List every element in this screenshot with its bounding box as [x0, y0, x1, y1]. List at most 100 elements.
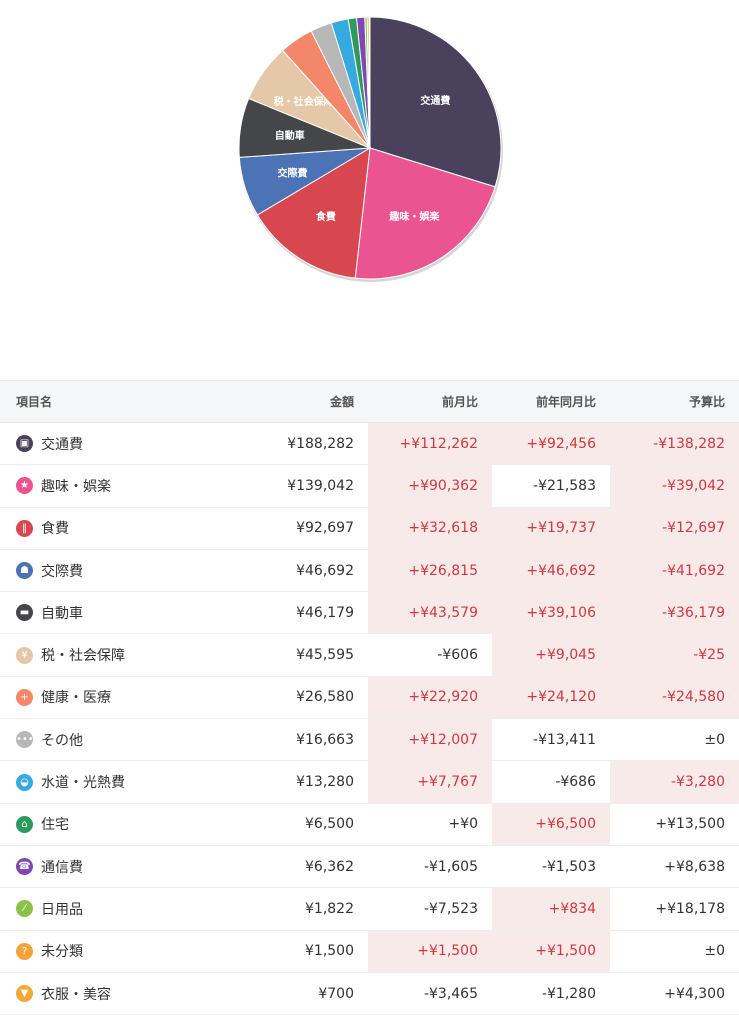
header-amount[interactable]: 金額: [228, 380, 368, 423]
budget-cell: +¥18,178: [610, 887, 739, 931]
table-row[interactable]: ? 未分類 ¥1,500 +¥1,500 +¥1,500 ±0: [0, 930, 739, 973]
dots-icon: •••: [16, 731, 34, 749]
category-label[interactable]: 税・社会保障: [41, 648, 125, 665]
amount-cell: ¥16,663: [228, 718, 368, 762]
category-cell[interactable]: ⁄ 日用品: [0, 887, 228, 931]
pie-slice[interactable]: [256, 147, 371, 279]
category-label[interactable]: 住宅: [41, 817, 69, 834]
budget-cell: -¥36,179: [610, 591, 739, 635]
category-label[interactable]: 交通費: [41, 436, 83, 453]
budget-cell: +¥13,500: [610, 803, 739, 846]
pie-slice-label: 交際費: [277, 166, 307, 179]
table-row[interactable]: ★ 趣味・娯楽 ¥139,042 +¥90,362 -¥21,583 -¥39,042: [0, 464, 739, 508]
fork-knife-icon: ‖: [16, 519, 33, 537]
budget-cell: -¥24,580: [610, 676, 739, 720]
table-row[interactable]: ••• その他 ¥16,663 +¥12,007 -¥13,411 ±0: [0, 718, 739, 762]
pie-slice[interactable]: [354, 147, 496, 280]
expense-pie-chart: 交通費 趣味・娯楽 食費 交際費 自動車 税・社会保障: [0, 0, 739, 300]
table-row[interactable]: ⁄ 日用品 ¥1,822 -¥7,523 +¥834 +¥18,178: [0, 887, 739, 931]
amount-cell: ¥700: [228, 972, 368, 1016]
budget-cell: -¥12,697: [610, 507, 739, 550]
category-label[interactable]: 未分類: [41, 944, 83, 961]
budget-cell: -¥41,692: [610, 549, 739, 593]
budget-cell: ±0: [610, 930, 739, 973]
category-cell[interactable]: ¥ 税・社会保障: [0, 633, 228, 677]
table-body: ▣ 交通費 ¥188,282 +¥112,262 +¥92,456 -¥138,282 ★ 趣…: [0, 422, 739, 1016]
category-label[interactable]: 健康・医療: [41, 690, 111, 707]
category-label[interactable]: 趣味・娯楽: [41, 478, 111, 495]
category-cell[interactable]: ◒ 水道・光熱費: [0, 760, 228, 804]
phone-icon: ☎: [16, 858, 33, 876]
category-label[interactable]: 日用品: [41, 901, 83, 918]
pie-slice[interactable]: [368, 16, 371, 149]
table-row[interactable]: ☎ 通信費 ¥6,362 -¥1,605 -¥1,503 +¥8,638: [0, 845, 739, 889]
category-cell[interactable]: ▼ 衣服・美容: [0, 972, 228, 1016]
prev-year-cell: -¥1,503: [492, 845, 610, 889]
prev-year-cell: -¥21,583: [492, 464, 610, 508]
budget-cell: -¥138,282: [610, 422, 739, 466]
category-label[interactable]: その他: [41, 732, 83, 749]
budget-cell: -¥25: [610, 633, 739, 677]
table-header-row: 項目名 金額 前月比 前年同月比 予算比: [0, 380, 739, 423]
table-row[interactable]: ¥ 税・社会保障 ¥45,595 -¥606 +¥9,045 -¥25: [0, 633, 739, 677]
prev-year-cell: +¥92,456: [492, 422, 610, 466]
medical-cross-icon: +: [16, 688, 33, 706]
amount-cell: ¥13,280: [228, 760, 368, 804]
prev-month-cell: +¥7,767: [368, 760, 492, 804]
prev-month-cell: +¥32,618: [368, 507, 492, 550]
category-cell[interactable]: ▬ 自動車: [0, 591, 228, 635]
people-icon: ☗: [16, 562, 33, 580]
category-cell[interactable]: ★ 趣味・娯楽: [0, 464, 228, 508]
category-cell[interactable]: ••• その他: [0, 718, 228, 762]
prev-year-cell: +¥834: [492, 887, 610, 931]
header-prev-month[interactable]: 前月比: [368, 380, 492, 423]
amount-cell: ¥139,042: [228, 464, 368, 508]
star-icon: ★: [16, 477, 33, 495]
table-row[interactable]: ⌂ 住宅 ¥6,500 +¥0 +¥6,500 +¥13,500: [0, 803, 739, 846]
prev-month-cell: -¥606: [368, 633, 492, 677]
amount-cell: ¥6,500: [228, 803, 368, 846]
amount-cell: ¥1,500: [228, 930, 368, 973]
table-row[interactable]: ▼ 衣服・美容 ¥700 -¥3,465 -¥1,280 +¥4,300: [0, 972, 739, 1016]
category-cell[interactable]: ⌂ 住宅: [0, 803, 228, 846]
header-name[interactable]: 項目名: [0, 380, 228, 423]
budget-cell: -¥39,042: [610, 464, 739, 508]
category-cell[interactable]: ☗ 交際費: [0, 549, 228, 593]
budget-cell: +¥8,638: [610, 845, 739, 889]
category-label[interactable]: 食費: [41, 521, 69, 538]
expense-table-container: 項目名 金額 前月比 前年同月比 予算比 ▣ 交通費 ¥188,282 +¥112,2…: [0, 380, 739, 1016]
budget-cell: +¥4,300: [610, 972, 739, 1016]
pie-slice-label: 税・社会保障: [274, 95, 334, 108]
table-row[interactable]: ▬ 自動車 ¥46,179 +¥43,579 +¥39,106 -¥36,179: [0, 591, 739, 635]
prev-month-cell: +¥90,362: [368, 464, 492, 508]
table-row[interactable]: + 健康・医療 ¥26,580 +¥22,920 +¥24,120 -¥24,580: [0, 676, 739, 720]
table-row[interactable]: ◒ 水道・光熱費 ¥13,280 +¥7,767 -¥686 -¥3,280: [0, 760, 739, 804]
header-budget[interactable]: 予算比: [610, 380, 739, 423]
category-cell[interactable]: ? 未分類: [0, 930, 228, 973]
table-row[interactable]: ☗ 交際費 ¥46,692 +¥26,815 +¥46,692 -¥41,692: [0, 549, 739, 593]
category-label[interactable]: 衣服・美容: [41, 986, 111, 1003]
category-cell[interactable]: ☎ 通信費: [0, 845, 228, 889]
prev-month-cell: +¥1,500: [368, 930, 492, 973]
prev-month-cell: +¥0: [368, 803, 492, 846]
category-cell[interactable]: ‖ 食費: [0, 507, 228, 550]
header-prev-year[interactable]: 前年同月比: [492, 380, 610, 423]
category-label[interactable]: 通信費: [41, 859, 83, 876]
budget-cell: ±0: [610, 718, 739, 762]
category-cell[interactable]: ▣ 交通費: [0, 422, 228, 466]
car-icon: ▬: [16, 604, 33, 622]
prev-year-cell: -¥13,411: [492, 718, 610, 762]
category-label[interactable]: 自動車: [41, 605, 83, 622]
table-row[interactable]: ‖ 食費 ¥92,697 +¥32,618 +¥19,737 -¥12,697: [0, 507, 739, 550]
prev-year-cell: +¥46,692: [492, 549, 610, 593]
amount-cell: ¥188,282: [228, 422, 368, 466]
category-label[interactable]: 水道・光熱費: [41, 775, 125, 792]
table-row[interactable]: ▣ 交通費 ¥188,282 +¥112,262 +¥92,456 -¥138,282: [0, 422, 739, 466]
shirt-icon: ▼: [16, 985, 33, 1002]
pie-slice[interactable]: [369, 16, 502, 188]
prev-year-cell: +¥1,500: [492, 930, 610, 973]
prev-month-cell: +¥112,262: [368, 422, 492, 466]
category-label[interactable]: 交際費: [41, 563, 83, 580]
category-cell[interactable]: + 健康・医療: [0, 676, 228, 720]
